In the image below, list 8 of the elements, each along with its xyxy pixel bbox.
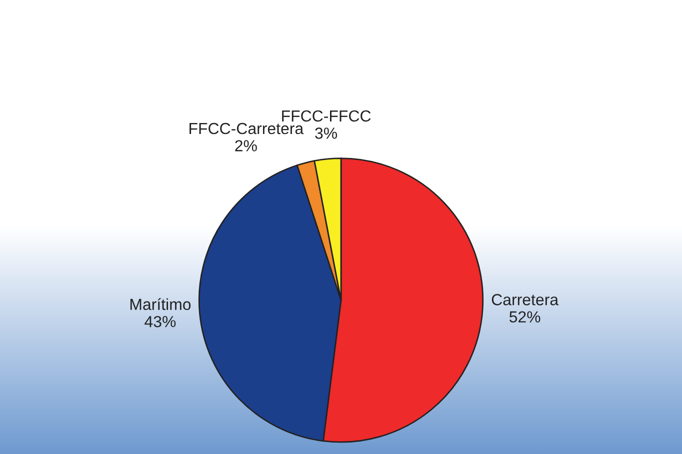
slice-label: Carretera: [492, 294, 559, 306]
slice-label: FFCC-Carretera: [190, 122, 304, 134]
data-label: 2%: [235, 140, 257, 152]
data-label: 52%: [509, 311, 540, 323]
slice-label: FFCC-FFCC: [282, 110, 371, 122]
data-label: 3%: [315, 128, 338, 139]
slice-label: Marítimo: [130, 298, 191, 310]
data-label: 43%: [144, 316, 176, 328]
